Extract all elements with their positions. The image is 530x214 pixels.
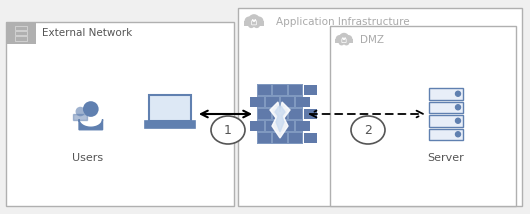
- FancyBboxPatch shape: [258, 109, 271, 119]
- FancyBboxPatch shape: [15, 36, 27, 40]
- FancyBboxPatch shape: [273, 109, 287, 119]
- FancyBboxPatch shape: [273, 133, 287, 143]
- Circle shape: [455, 118, 461, 123]
- Text: External Network: External Network: [42, 28, 132, 38]
- Text: Application Infrastructure: Application Infrastructure: [276, 17, 410, 27]
- Circle shape: [344, 35, 352, 43]
- FancyBboxPatch shape: [266, 97, 279, 107]
- FancyBboxPatch shape: [429, 128, 463, 140]
- FancyBboxPatch shape: [244, 21, 264, 26]
- Text: Server: Server: [428, 153, 464, 163]
- FancyBboxPatch shape: [149, 95, 191, 121]
- Circle shape: [455, 91, 461, 96]
- Polygon shape: [79, 119, 103, 130]
- Text: Users: Users: [73, 153, 103, 163]
- FancyBboxPatch shape: [252, 21, 257, 25]
- Polygon shape: [275, 106, 285, 132]
- Text: DMZ: DMZ: [360, 35, 384, 45]
- FancyBboxPatch shape: [289, 109, 302, 119]
- FancyBboxPatch shape: [258, 133, 271, 143]
- Circle shape: [339, 39, 344, 45]
- FancyBboxPatch shape: [145, 121, 195, 128]
- Circle shape: [335, 35, 343, 43]
- Polygon shape: [270, 102, 290, 138]
- Circle shape: [343, 39, 349, 45]
- FancyBboxPatch shape: [238, 8, 522, 206]
- Circle shape: [254, 16, 263, 25]
- Ellipse shape: [211, 116, 245, 144]
- FancyBboxPatch shape: [342, 39, 346, 43]
- Text: 2: 2: [364, 123, 372, 137]
- FancyBboxPatch shape: [429, 101, 463, 113]
- FancyBboxPatch shape: [296, 97, 310, 107]
- FancyBboxPatch shape: [6, 22, 36, 44]
- Circle shape: [455, 105, 461, 110]
- FancyBboxPatch shape: [330, 26, 516, 206]
- FancyBboxPatch shape: [281, 97, 294, 107]
- FancyBboxPatch shape: [6, 22, 234, 206]
- FancyBboxPatch shape: [289, 133, 302, 143]
- FancyBboxPatch shape: [250, 121, 263, 131]
- FancyBboxPatch shape: [429, 88, 463, 100]
- FancyBboxPatch shape: [250, 97, 263, 107]
- Circle shape: [83, 101, 99, 117]
- FancyBboxPatch shape: [273, 85, 287, 95]
- FancyBboxPatch shape: [281, 121, 294, 131]
- FancyBboxPatch shape: [289, 85, 302, 95]
- FancyBboxPatch shape: [266, 121, 279, 131]
- FancyBboxPatch shape: [429, 115, 463, 126]
- FancyBboxPatch shape: [304, 109, 317, 119]
- FancyBboxPatch shape: [15, 25, 27, 30]
- Circle shape: [76, 107, 85, 116]
- Circle shape: [339, 33, 349, 43]
- Circle shape: [248, 21, 255, 28]
- FancyBboxPatch shape: [304, 85, 317, 95]
- FancyBboxPatch shape: [304, 133, 317, 143]
- FancyBboxPatch shape: [296, 121, 310, 131]
- FancyBboxPatch shape: [257, 84, 303, 144]
- FancyBboxPatch shape: [335, 39, 353, 43]
- FancyBboxPatch shape: [258, 85, 271, 95]
- Text: 1: 1: [224, 123, 232, 137]
- Circle shape: [253, 21, 260, 28]
- Ellipse shape: [351, 116, 385, 144]
- FancyBboxPatch shape: [15, 31, 27, 35]
- Circle shape: [244, 16, 253, 25]
- Circle shape: [455, 132, 461, 137]
- Circle shape: [248, 14, 260, 26]
- Polygon shape: [74, 114, 87, 120]
